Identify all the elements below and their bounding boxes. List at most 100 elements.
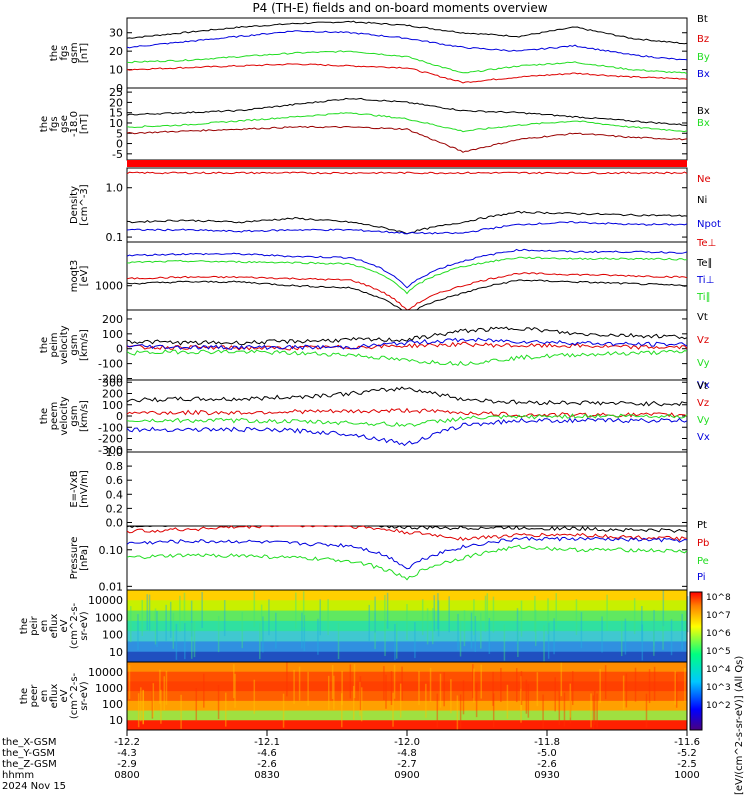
- legend-entry: Bx: [697, 118, 710, 129]
- colorbar-tick-label: 10^8: [706, 593, 731, 603]
- spectrogram-streak: [563, 692, 566, 727]
- y-axis-label-line: the: [39, 408, 50, 424]
- y-axis-label-line: velocity: [59, 325, 70, 364]
- colorbar-tick-label: 10^3: [706, 683, 731, 693]
- spectrogram-streak: [327, 599, 329, 636]
- spectrogram-streak: [662, 613, 664, 650]
- spectrogram-streak: [140, 687, 142, 722]
- spectrogram-streak: [303, 615, 306, 652]
- y-tick-label: 15: [109, 107, 123, 120]
- y-tick-label: 100: [102, 328, 123, 341]
- spectrogram-streak: [450, 679, 452, 714]
- spectrogram-streak: [253, 679, 256, 714]
- spectrogram-streak: [486, 593, 489, 630]
- x-axis-row-label: the_X-GSM: [2, 737, 56, 748]
- separator-band: [127, 160, 687, 167]
- spectrogram-streak: [128, 664, 131, 699]
- y-tick-label: -200: [98, 373, 123, 386]
- spectrogram-band: [127, 700, 687, 712]
- y-tick-label: 0: [116, 82, 123, 95]
- spectrogram-streak: [527, 683, 530, 718]
- spectrogram-streak: [179, 595, 181, 632]
- spectrogram-streak: [645, 693, 648, 728]
- spectrogram-streak: [295, 592, 297, 629]
- y-axis-label: Pressure[nPa]: [69, 537, 90, 580]
- x-tick-label: -4.6: [257, 748, 277, 759]
- spectrogram-streak: [234, 673, 236, 708]
- y-tick-label: 10: [109, 64, 123, 77]
- spectrogram-streak: [437, 600, 440, 637]
- y-axis-label-line: -18.0: [69, 111, 80, 137]
- spectrogram-streak: [534, 595, 536, 632]
- y-tick-label: 25: [109, 86, 123, 99]
- y-tick-label: -200: [98, 433, 123, 446]
- spectrogram-streak: [459, 620, 462, 657]
- series-line-By: [126, 50, 688, 75]
- spectrogram-streak: [606, 594, 608, 631]
- spectrogram-streak: [262, 616, 264, 653]
- spectrogram-streak: [520, 670, 523, 705]
- spectrogram-streak: [536, 672, 539, 707]
- spectrogram-streak: [492, 596, 495, 633]
- spectrogram-streak: [593, 690, 596, 725]
- y-axis-label-line: fgs: [49, 116, 60, 131]
- y-tick-label: 5: [116, 127, 123, 140]
- y-axis-label-line: gsm: [69, 334, 80, 355]
- x-tick-label: -5.2: [677, 748, 697, 759]
- y-axis-label-line: peir: [29, 615, 40, 635]
- spectrogram-streak: [555, 593, 558, 630]
- spectrogram-streak: [165, 604, 167, 641]
- y-axis-label: E=-VxB[mV/m]: [69, 470, 90, 508]
- colorbar-tick-label: 10^6: [706, 629, 731, 639]
- colorbar-tick-label: 10^7: [706, 611, 731, 621]
- spectrogram-streak: [684, 667, 686, 702]
- x-tick-label: -4.3: [117, 748, 137, 759]
- y-tick-label: 0.2: [106, 502, 124, 515]
- y-tick-label: -300: [98, 444, 123, 457]
- series-line-Te⊥: [126, 272, 688, 311]
- y-tick-label: 0.0: [106, 516, 124, 529]
- y-tick-label: 0: [116, 410, 123, 423]
- series-line-Bz: [126, 63, 688, 84]
- series-line-Bz: [126, 125, 688, 153]
- spectrogram-streak: [456, 695, 459, 730]
- spectrogram-streak: [259, 623, 261, 660]
- y-tick-label: 0: [116, 343, 123, 356]
- y-axis-label: thefgsgse-18.0[nT]: [39, 111, 90, 137]
- y-axis-label: thepeemvelocitygsm[km/s]: [39, 396, 90, 435]
- legend-entry: Vz: [697, 398, 709, 409]
- spectrogram-streak: [457, 613, 459, 650]
- spectrogram-streak: [431, 608, 434, 645]
- series-line-Ti∥: [126, 256, 688, 295]
- x-axis-row-label: hhmm: [2, 770, 34, 781]
- spectrogram-streak: [462, 680, 465, 715]
- spectrogram-streak: [516, 608, 519, 645]
- series-line-Npot: [126, 221, 688, 235]
- y-tick-label: -5: [112, 148, 123, 161]
- y-axis-label-line: (cm^2-s-: [69, 672, 80, 719]
- y-tick-label: -100: [98, 358, 123, 371]
- legend-entry: Bx: [697, 69, 710, 80]
- y-axis-label-line: moqt3: [69, 260, 80, 293]
- spectrogram-streak: [293, 669, 295, 704]
- legend-entry: Pi: [697, 572, 706, 583]
- series-line-Ti⊥: [126, 248, 688, 289]
- spectrogram-streak: [384, 619, 386, 656]
- spectrogram-streak: [399, 683, 402, 718]
- y-axis-label-line: (cm^2-s-: [69, 602, 80, 649]
- panel-frame: [126, 87, 688, 161]
- series-line-Pb: [126, 525, 688, 542]
- spectrogram-streak: [160, 689, 162, 724]
- series-line-Bt: [126, 20, 688, 45]
- spectrogram-streak: [331, 665, 334, 700]
- legend-entry: Ti∥: [696, 292, 711, 303]
- spectrogram-streak: [384, 595, 386, 632]
- y-tick-label: 0.10: [99, 544, 124, 557]
- panel-2: Density[cm^-3] 1.0 0.1 Ne Ni Npot: [69, 167, 721, 244]
- spectrogram-streak: [390, 671, 393, 706]
- spectrogram-streak: [492, 693, 495, 728]
- legend-entry: Ni: [697, 195, 707, 206]
- spectrogram-streak: [580, 612, 583, 649]
- spectrogram-streak: [674, 670, 676, 705]
